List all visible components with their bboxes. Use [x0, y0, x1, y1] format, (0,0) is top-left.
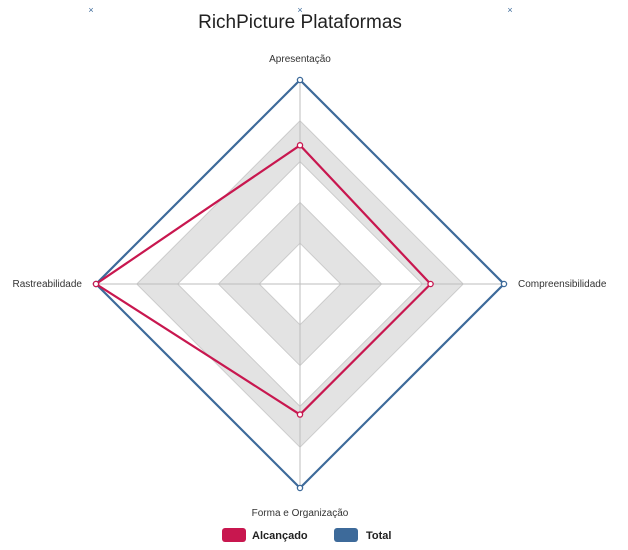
data-point-total-0	[296, 76, 304, 84]
data-point-total-1	[500, 280, 508, 288]
legend-item-total[interactable]: Total	[334, 528, 391, 542]
data-point-alcancado-1	[427, 280, 434, 288]
legend-item-alcancado[interactable]: Alcançado	[222, 528, 308, 542]
axis-label-forma-organizacao: Forma e Organização	[252, 508, 349, 519]
radar-series	[92, 76, 508, 492]
data-point-alcancado-2	[296, 411, 304, 418]
data-point-total-2	[296, 484, 304, 492]
x-marker-right: ×	[507, 5, 512, 15]
legend-label-total: Total	[366, 530, 391, 542]
legend-swatch-total	[334, 528, 358, 542]
axis-label-apresentacao: Apresentação	[269, 54, 331, 65]
marker-glyphs: × × ×	[88, 5, 512, 15]
axis-label-compreensibilidade: Compreensibilidade	[518, 279, 607, 290]
data-point-alcancado-0	[296, 142, 304, 149]
radar-grid	[95, 79, 505, 489]
chart-title: RichPicture Plataformas	[198, 12, 402, 33]
legend-swatch-alcancado	[222, 528, 246, 542]
axis-label-rastreabilidade: Rastreabilidade	[13, 279, 83, 290]
legend: Alcançado Total	[222, 528, 391, 542]
x-marker-left: ×	[88, 5, 93, 15]
legend-label-alcancado: Alcançado	[252, 530, 308, 542]
data-point-alcancado-3	[92, 280, 100, 288]
axis-labels: Apresentação Compreensibilidade Forma e …	[13, 54, 607, 519]
x-marker-center: ×	[297, 5, 302, 15]
